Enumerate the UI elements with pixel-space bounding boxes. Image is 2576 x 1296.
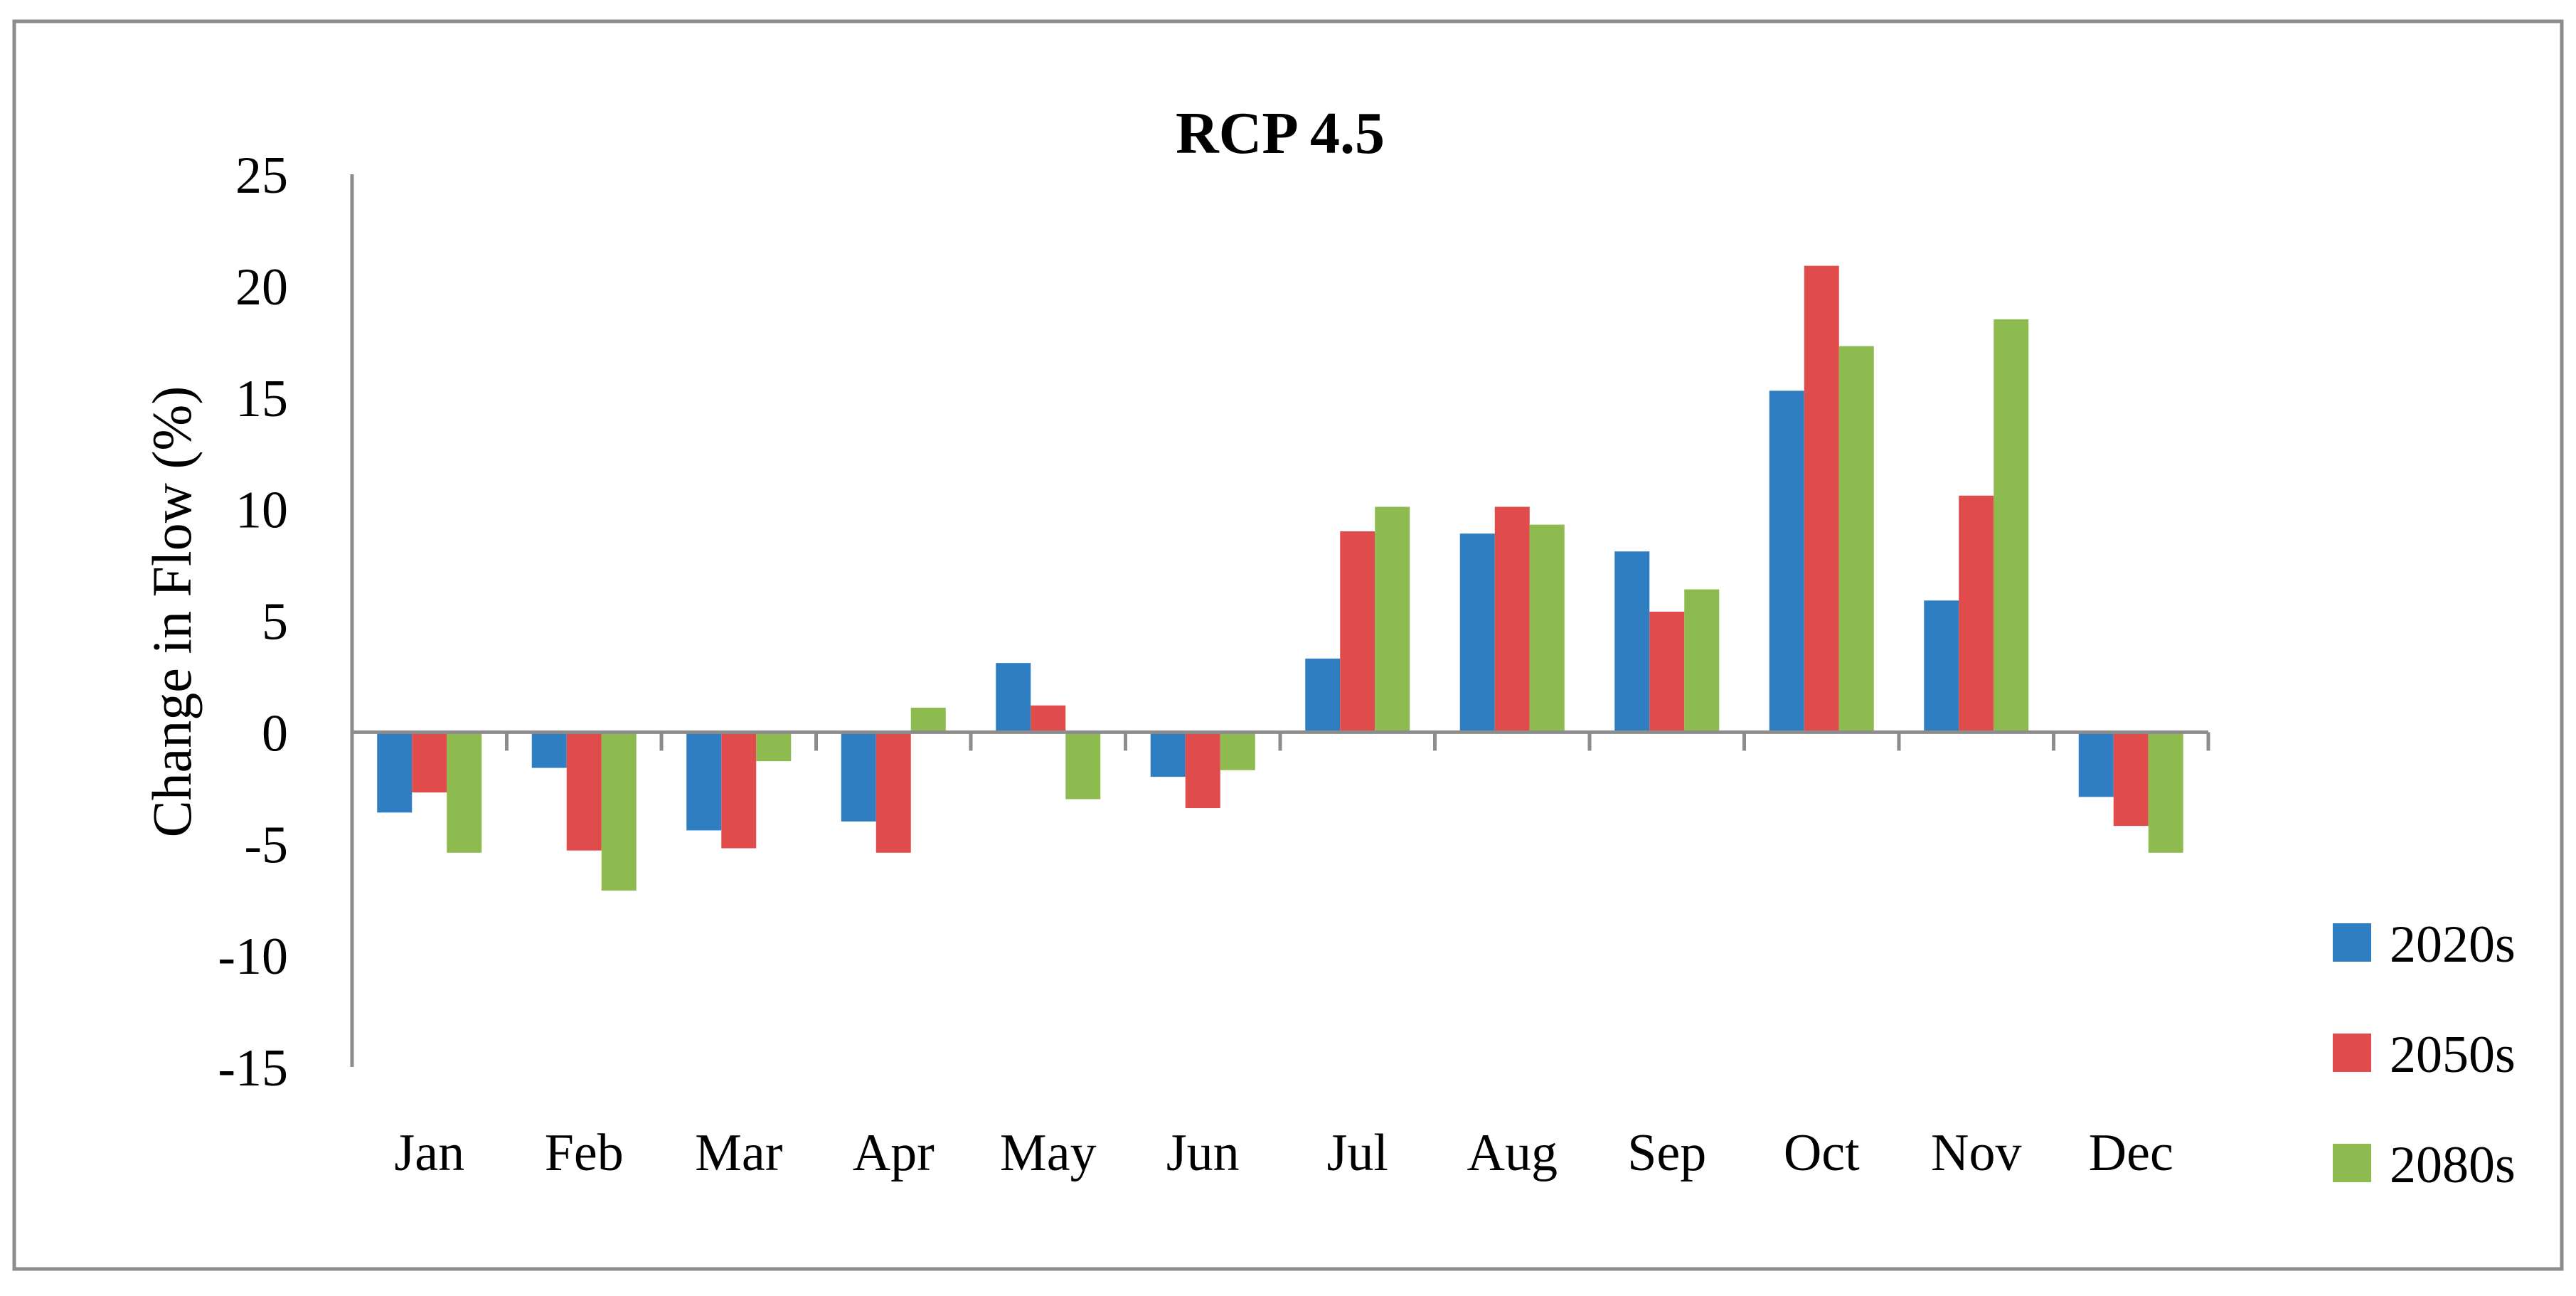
legend-label-2080s: 2080s: [2390, 1136, 2516, 1194]
bar-2020s-feb: [531, 732, 567, 768]
y-tick-label: 20: [235, 258, 288, 317]
bar-2050s-apr: [875, 732, 911, 853]
x-tick-label: Oct: [1784, 1124, 1860, 1182]
bar-2080s-nov: [1994, 319, 2029, 733]
bar-2050s-aug: [1494, 506, 1530, 733]
bar-2020s-jul: [1305, 658, 1341, 733]
bars: [377, 265, 2183, 891]
bar-2080s-mar: [756, 732, 792, 762]
bar-2020s-jan: [377, 732, 413, 813]
bar-2020s-mar: [686, 732, 722, 831]
bar-2020s-apr: [841, 732, 876, 822]
bar-2020s-dec: [2078, 732, 2114, 797]
bar-2020s-sep: [1614, 551, 1650, 733]
bar-2080s-jun: [1220, 732, 1255, 770]
legend-swatch-2020s: [2333, 923, 2371, 962]
bar-2050s-sep: [1649, 611, 1685, 733]
bar-2020s-oct: [1769, 391, 1804, 733]
legend-label-2020s: 2020s: [2390, 915, 2516, 974]
bar-2080s-oct: [1838, 346, 1874, 733]
legend-label-2050s: 2050s: [2390, 1026, 2516, 1084]
x-tick-label: Jul: [1327, 1124, 1388, 1182]
x-tick-label: Sep: [1627, 1124, 1706, 1182]
y-tick-label: -5: [244, 816, 288, 874]
bar-2050s-dec: [2113, 732, 2149, 827]
bar-2050s-mar: [721, 732, 757, 849]
bar-2050s-jul: [1340, 531, 1375, 733]
legend: 2020s 2050s 2080s: [2333, 915, 2516, 1194]
x-tick-label: Nov: [1931, 1124, 2021, 1182]
bar-2050s-jun: [1185, 732, 1220, 809]
bar-2080s-apr: [910, 707, 946, 733]
legend-swatch-2050s: [2333, 1034, 2371, 1072]
bar-2080s-jul: [1375, 506, 1410, 733]
bar-2080s-jan: [447, 732, 482, 853]
bar-2020s-jun: [1150, 732, 1186, 777]
chart-title: RCP 4.5: [1176, 100, 1385, 166]
bar-2050s-nov: [1959, 495, 1994, 733]
y-tick-label: -10: [218, 928, 288, 986]
bar-2080s-may: [1065, 732, 1101, 800]
chart-border: [12, 19, 2564, 1271]
bar-2080s-aug: [1529, 524, 1565, 733]
bar-2050s-jan: [412, 732, 447, 793]
bar-2080s-sep: [1684, 589, 1720, 733]
x-tick-label: Dec: [2089, 1124, 2173, 1182]
x-tick-label: Mar: [695, 1124, 782, 1182]
y-tick-label: 0: [262, 704, 288, 763]
bar-2080s-dec: [2148, 732, 2183, 853]
bar-2050s-oct: [1804, 265, 1839, 733]
bar-2050s-may: [1031, 705, 1066, 733]
y-axis-label: Change in Flow (%): [141, 386, 203, 838]
x-tick-labels: Jan Feb Mar Apr May Jun Jul Aug Sep Oct Nov Dec: [394, 1124, 2173, 1182]
legend-swatch-2080s: [2333, 1144, 2371, 1182]
y-tick-label: 15: [235, 370, 288, 428]
y-tick-label: 25: [235, 147, 288, 205]
y-tick-label: 5: [262, 593, 288, 652]
x-tick-label: Jun: [1166, 1124, 1240, 1182]
bar-2080s-feb: [601, 732, 637, 891]
bar-2020s-nov: [1924, 600, 1959, 733]
x-tick-label: Apr: [853, 1124, 935, 1182]
x-tick-label: May: [1000, 1124, 1097, 1182]
y-tick-label: 10: [235, 482, 288, 540]
x-tick-label: Feb: [545, 1124, 624, 1182]
x-tick-label: Aug: [1467, 1124, 1558, 1182]
y-tick-label: -15: [218, 1039, 288, 1098]
x-axis-ticks: [350, 732, 2210, 751]
bar-2020s-may: [996, 663, 1031, 733]
x-tick-label: Jan: [394, 1124, 464, 1182]
bar-2020s-aug: [1459, 533, 1495, 733]
y-tick-labels: 25 20 15 10 5 0 -5 -10 -15: [218, 147, 288, 1098]
bar-2050s-feb: [566, 732, 602, 851]
